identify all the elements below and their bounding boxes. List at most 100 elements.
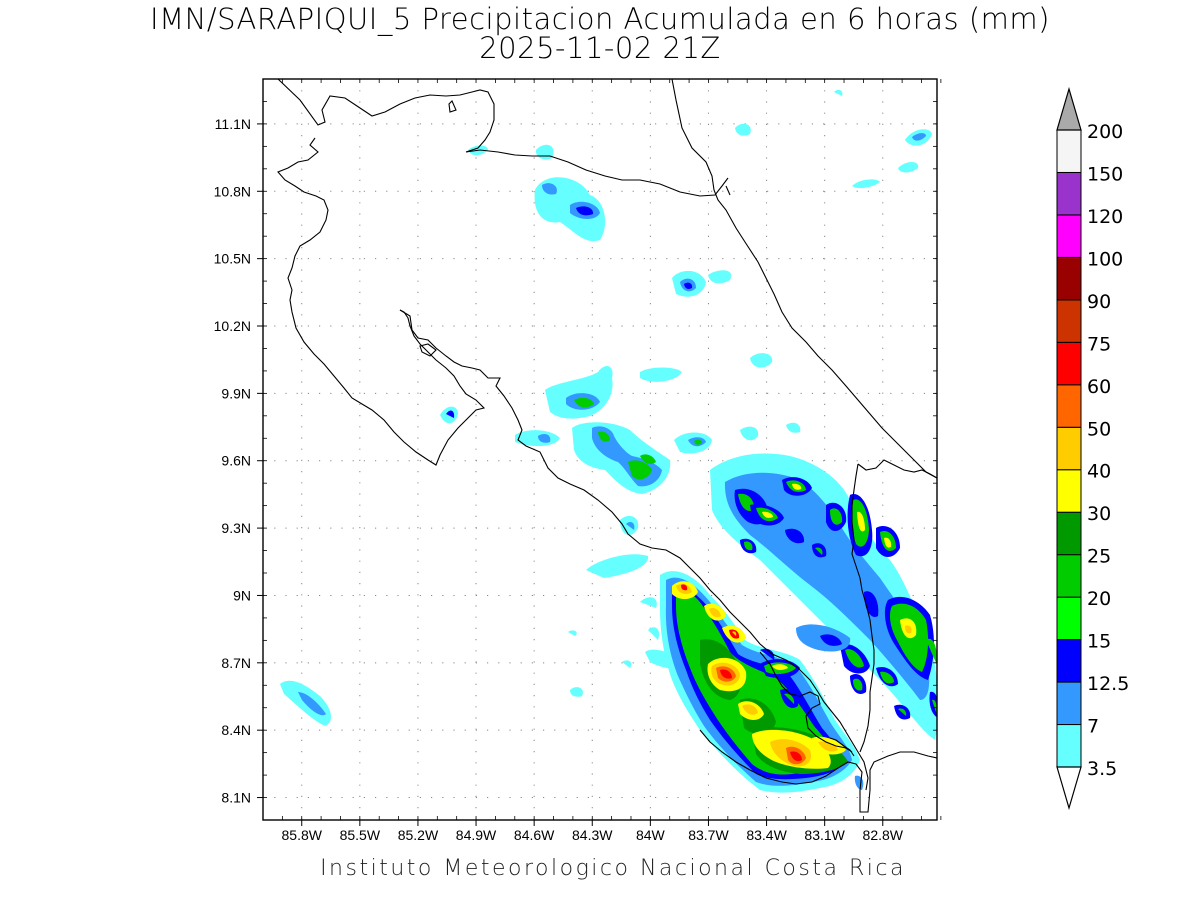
osa-peninsula [759,651,853,753]
rain-cell [598,431,610,442]
colorbar-box [1056,214,1082,258]
rain-cell [820,634,842,646]
rain-cell [535,144,554,160]
colorbar-box [1056,384,1082,428]
colorbar-box [1056,511,1082,556]
rain-cell [857,511,865,532]
rain-cell [628,460,652,480]
rain-cell [750,353,773,368]
panama-border [851,459,937,753]
colorbar-label: 100 [1087,248,1123,270]
lat-tick-label: 11.1N [215,116,251,132]
gulf-of-nicoya-coast [399,309,869,791]
colorbar-box [1056,426,1082,471]
rain-cell [694,439,702,445]
colorbar-label: 90 [1087,291,1111,313]
colorbar-label: 40 [1087,461,1111,483]
credit-text: Instituto Meteorologico Nacional Costa R… [320,856,906,881]
rain-cell [640,454,656,464]
rain-cell [818,741,838,752]
rain-cell [640,367,682,382]
colorbar-box [1056,299,1082,343]
lon-tick-label: 84W [636,827,666,843]
colorbar-box [1056,596,1082,641]
rain-cell [515,430,560,447]
rain-cell [676,590,836,775]
lat-tick-label: 8.4N [221,722,251,738]
lon-tick-label: 83.7W [688,827,729,843]
island [448,100,457,113]
colorbar-label: 60 [1087,376,1111,398]
pacific-south-coast [699,729,937,813]
colorbar-box [1056,724,1082,768]
rain-cell [790,751,802,762]
caribbean-north-bit [725,185,731,196]
lat-tick-label: 9.9N [221,385,251,401]
colorbar-label: 75 [1087,333,1111,355]
rain-cell [640,597,657,608]
rain-cell [880,671,894,684]
coastlines-and-borders [277,79,937,813]
colorbar-label: 200 [1087,121,1123,143]
rain-cell [626,522,635,530]
rain-cell [738,493,755,512]
rain-cell [762,511,773,518]
lon-tick-label: 83.4W [746,827,787,843]
colorbar-label: 50 [1087,418,1111,440]
axis-ticks: 11.1N 10.8N 10.5N 10.2N 9.9N 9.6N 9.3N 9N 8.7N 8.… [214,78,942,843]
rain-cell [648,627,660,640]
colorbar-box [1056,639,1082,683]
rain-cell [684,282,693,289]
lon-tick-label: 85.5W [340,827,381,843]
rain-cell [926,638,937,665]
lat-tick-label: 10.5N [214,251,251,267]
rain-cell [744,541,753,551]
rain-cell [852,179,880,189]
rain-cell [834,89,843,96]
rain-cell [681,584,688,591]
rain-cell [850,569,867,584]
lat-tick-label: 8.1N [221,790,251,806]
nicaragua-border [465,149,729,197]
nicaragua-coast [277,79,495,153]
lon-tick-label: 84.9W [456,827,497,843]
lat-tick-label: 9.3N [221,520,251,536]
lat-tick-label: 9.6N [221,453,251,469]
colorbar-box [1056,171,1082,216]
colorbar-label: 120 [1087,206,1123,228]
rain-cell [772,664,788,671]
rain-cell [542,183,557,195]
island-small [419,343,437,357]
colorbar-bottom-arrow [1056,766,1082,811]
golfo-dulce [829,737,855,757]
rain-cell [912,133,926,141]
lon-tick-label: 83.1W [804,827,845,843]
lat-tick-label: 10.8N [214,183,251,199]
map-title: IMN/SARAPIQUI_5 Precipitacion Acumulada … [150,2,1050,36]
colorbar-box [1056,681,1082,726]
rain-cell [568,630,577,636]
colorbar: 3.5 7 12.5 15 20 25 30 40 50 60 75 90 100 120 150 200 [1056,86,1129,811]
rain-cell [815,547,823,555]
rain-cell [929,691,937,718]
rain-cell [898,162,919,173]
lon-tick-label: 82.8W [863,827,904,843]
colorbar-box [1056,256,1082,301]
colorbar-box [1056,554,1082,598]
rain-cell [586,554,649,578]
precipitation-field [280,89,937,793]
rain-cell [905,625,912,634]
rain-cell [785,528,805,544]
rain-cell [760,648,775,660]
colorbar-top-arrow [1056,86,1082,131]
rain-cell [298,692,326,716]
rain-cell [784,693,795,704]
rain-cell [708,270,732,284]
rain-cell [853,678,863,691]
rain-cell [898,708,907,716]
colorbar-box [1056,341,1082,386]
rain-cell [735,123,751,136]
rain-cell [830,508,843,525]
lat-tick-label: 9N [233,587,251,603]
